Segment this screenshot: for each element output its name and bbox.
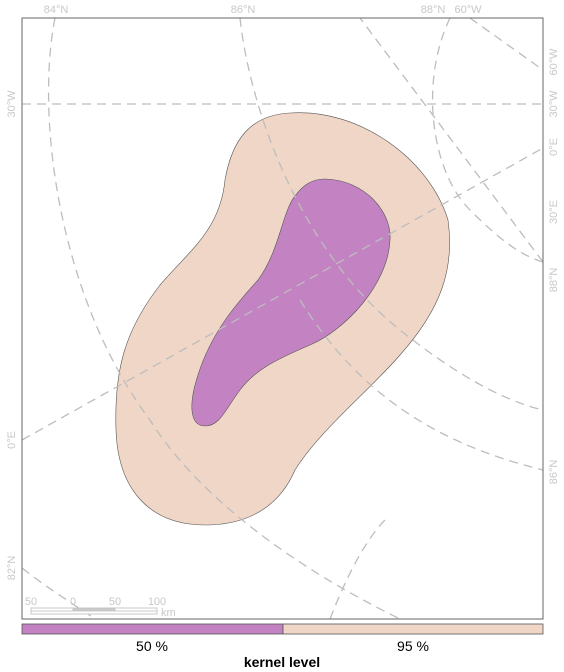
graticule-arc-82n — [21, 567, 96, 620]
scale-tick-label-3: 100 — [148, 596, 166, 608]
label-right-88n: 88°N — [548, 268, 560, 293]
label-left-0e: 0°E — [6, 431, 18, 449]
legend-swatch-95 — [282, 623, 544, 635]
scale-bar: 50 0 50 100 km — [25, 596, 176, 619]
scale-tick-label-2: 50 — [109, 596, 121, 608]
graticule-line-0e — [21, 147, 544, 441]
scale-tick-label-0: 50 — [25, 596, 37, 608]
legend-label-50: 50 % — [136, 638, 168, 654]
graticule-arc-88n — [431, 17, 544, 263]
graticule — [21, 17, 544, 620]
scale-bar-lower — [30, 610, 158, 615]
label-top-84n: 84°N — [44, 4, 69, 16]
label-right-86n: 86°N — [548, 460, 560, 485]
label-top-60w: 60°W — [454, 4, 482, 16]
scale-unit: km — [161, 607, 176, 619]
scale-tick-label-1: 0 — [70, 596, 76, 608]
map-frame — [21, 17, 544, 620]
label-top-88n: 88°N — [421, 4, 446, 16]
legend-label-95: 95 % — [397, 638, 429, 654]
label-right-0e: 0°E — [548, 138, 560, 156]
graticule-arc-86n-lower — [299, 299, 544, 471]
legend-title: kernel level — [244, 654, 320, 670]
graticule-arc-84n — [47, 17, 401, 620]
legend: 50 % 95 % kernel level — [21, 623, 544, 670]
kernel-50-polygon — [191, 178, 391, 427]
label-right-60w: 60°W — [548, 48, 560, 76]
graticule-line-30e — [359, 17, 544, 263]
graticule-arc-86n — [239, 17, 544, 411]
label-right-30w: 30°W — [548, 90, 560, 118]
label-left-30w: 30°W — [6, 90, 18, 118]
graticule-labels: 84°N 86°N 88°N 60°W 60°W 30°W 0°E 30°E 8… — [6, 4, 560, 580]
label-top-86n: 86°N — [231, 4, 256, 16]
legend-swatch-50 — [21, 623, 284, 635]
graticule-arc-lower-left — [329, 519, 386, 620]
label-left-82n: 82°N — [6, 556, 18, 581]
label-right-30e: 30°E — [548, 200, 560, 224]
